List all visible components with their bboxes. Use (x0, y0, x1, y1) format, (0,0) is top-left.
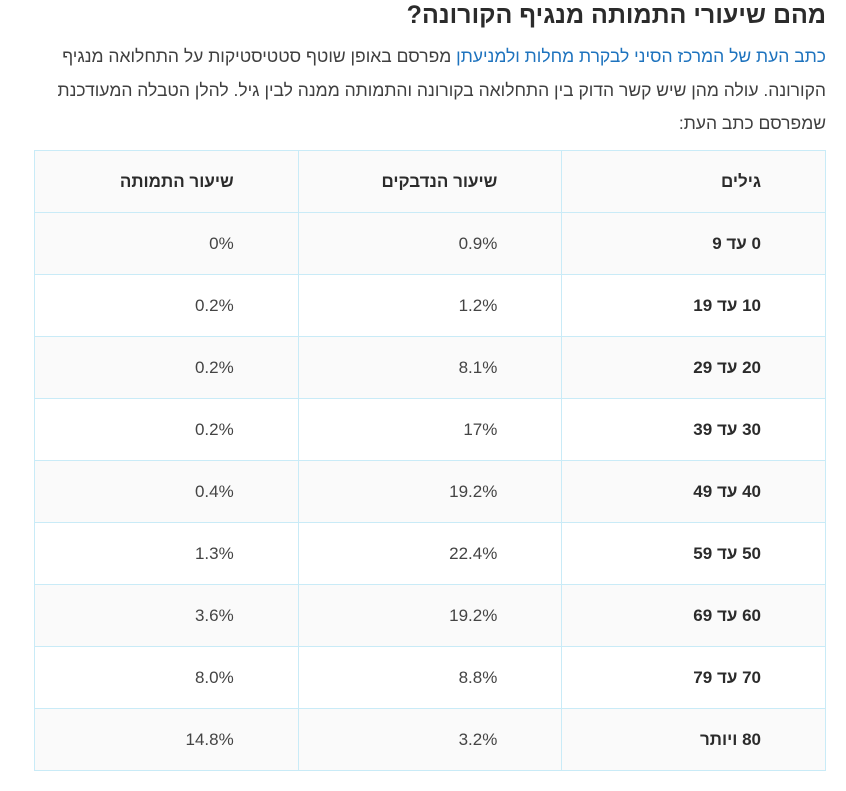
cell-infected: 22.4% (297, 522, 563, 585)
cell-age: 10 עד 19 (561, 274, 826, 337)
table-row: 40 עד 49 19.2% 0.4% (34, 460, 826, 523)
cell-age: 40 עד 49 (561, 460, 826, 523)
intro-paragraph: כתב העת של המרכז הסיני לבקרת מחלות ולמני… (34, 40, 827, 141)
table-header-row: גילים שיעור הנדבקים שיעור התמותה (34, 150, 826, 213)
table-row: 60 עד 69 19.2% 3.6% (34, 584, 826, 647)
cell-age: 70 עד 79 (561, 646, 826, 709)
cell-mortality: 0% (34, 212, 299, 275)
header-infected: שיעור הנדבקים (297, 150, 563, 213)
header-mortality: שיעור התמותה (34, 150, 299, 213)
cell-mortality: 0.2% (34, 398, 299, 461)
cell-infected: 3.2% (297, 708, 563, 771)
cell-infected: 0.9% (297, 212, 563, 275)
page-title: מהם שיעורי התמותה מנגיף הקורונה? (406, 1, 826, 29)
cell-infected: 8.1% (297, 336, 563, 399)
cell-mortality: 1.3% (34, 522, 299, 585)
cell-infected: 19.2% (297, 584, 563, 647)
journal-link[interactable]: כתב העת של המרכז הסיני לבקרת מחלות ולמני… (456, 46, 826, 66)
cell-age: 80 ויותר (561, 708, 826, 771)
cell-mortality: 3.6% (34, 584, 299, 647)
cell-infected: 17% (297, 398, 563, 461)
table-row: 50 עד 59 22.4% 1.3% (34, 522, 826, 585)
cell-infected: 19.2% (297, 460, 563, 523)
cell-age: 50 עד 59 (561, 522, 826, 585)
cell-mortality: 14.8% (34, 708, 299, 771)
cell-age: 0 עד 9 (561, 212, 826, 275)
cell-mortality: 0.2% (34, 274, 299, 337)
table-row: 80 ויותר 3.2% 14.8% (34, 708, 826, 771)
cell-infected: 8.8% (297, 646, 563, 709)
cell-age: 20 עד 29 (561, 336, 826, 399)
table-row: 10 עד 19 1.2% 0.2% (34, 274, 826, 337)
cell-age: 60 עד 69 (561, 584, 826, 647)
cell-mortality: 8.0% (34, 646, 299, 709)
article: מהם שיעורי התמותה מנגיף הקורונה? כתב העת… (34, 0, 827, 771)
cell-age: 30 עד 39 (561, 398, 826, 461)
table-row: 20 עד 29 8.1% 0.2% (34, 336, 826, 399)
cell-infected: 1.2% (297, 274, 563, 337)
cell-mortality: 0.4% (34, 460, 299, 523)
table-row: 70 עד 79 8.8% 8.0% (34, 646, 826, 709)
table-row: 0 עד 9 0.9% 0% (34, 212, 826, 275)
table-row: 30 עד 39 17% 0.2% (34, 398, 826, 461)
header-age: גילים (561, 150, 826, 213)
cell-mortality: 0.2% (34, 336, 299, 399)
intro-text: מפרסם באופן שוטף סטטיסטיקות על התחלואה מ… (57, 46, 827, 133)
